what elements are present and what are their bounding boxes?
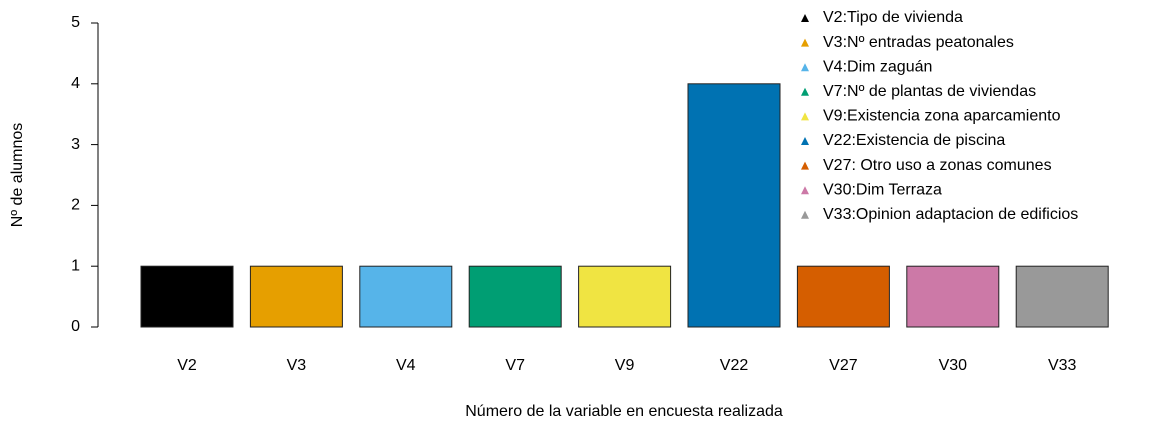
y-tick-label: 2 xyxy=(71,197,80,214)
bar xyxy=(1015,265,1109,328)
legend-label: V9:Existencia zona aparcamiento xyxy=(823,108,1061,125)
legend-marker xyxy=(801,210,809,219)
legend-label: V7:Nº de plantas de viviendas xyxy=(823,83,1036,100)
x-tick-label: V2 xyxy=(177,357,197,374)
bar xyxy=(468,265,562,328)
x-tick-label: V30 xyxy=(939,357,968,374)
y-tick-label: 1 xyxy=(71,257,80,274)
legend-label: V3:Nº entradas peatonales xyxy=(823,34,1014,51)
legend-marker xyxy=(801,137,809,145)
bar xyxy=(359,265,453,328)
legend-label: V22:Existencia de piscina xyxy=(823,132,1005,149)
bar xyxy=(796,265,890,328)
y-axis-label: Nº de alumnos xyxy=(9,123,26,228)
bar xyxy=(687,83,781,328)
y-tick-label: 3 xyxy=(71,136,80,153)
bar xyxy=(249,265,343,328)
x-tick-label: V22 xyxy=(720,357,749,374)
x-tick-label: V7 xyxy=(505,357,525,374)
legend-marker xyxy=(801,186,809,195)
y-tick-label: 0 xyxy=(71,318,80,335)
bar xyxy=(140,265,234,328)
y-tick-label: 5 xyxy=(71,14,80,31)
legend-label: V33:Opinion adaptacion de edificios xyxy=(823,206,1078,223)
x-tick-label: V33 xyxy=(1048,357,1077,374)
legend-marker xyxy=(801,14,809,22)
x-tick-label: V3 xyxy=(287,357,307,374)
legend-label: V4:Dim zaguán xyxy=(823,58,932,75)
x-tick-label: V4 xyxy=(396,357,416,374)
bar xyxy=(906,265,1000,328)
bar xyxy=(578,265,672,328)
legend-marker xyxy=(801,38,809,47)
x-tick-label: V9 xyxy=(615,357,635,374)
y-tick-label: 4 xyxy=(71,75,80,92)
legend-marker xyxy=(801,87,809,96)
legend-marker xyxy=(801,112,809,121)
legend-label: V2:Tipo de vivienda xyxy=(823,9,963,26)
x-tick-label: V27 xyxy=(829,357,858,374)
legend-marker xyxy=(801,161,809,170)
legend-marker xyxy=(801,63,809,72)
legend-label: V30:Dim Terraza xyxy=(823,181,942,198)
legend-label: V27: Otro uso a zonas comunes xyxy=(823,157,1052,174)
x-axis-label: Número de la variable en encuesta realiz… xyxy=(465,403,783,420)
